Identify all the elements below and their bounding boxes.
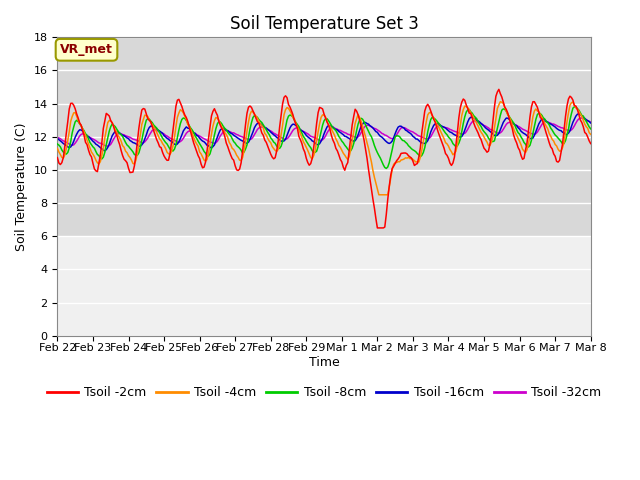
X-axis label: Time: Time — [308, 356, 339, 369]
Title: Soil Temperature Set 3: Soil Temperature Set 3 — [230, 15, 419, 33]
Y-axis label: Soil Temperature (C): Soil Temperature (C) — [15, 122, 28, 251]
Text: VR_met: VR_met — [60, 43, 113, 56]
Bar — [58, 236, 591, 336]
Legend: Tsoil -2cm, Tsoil -4cm, Tsoil -8cm, Tsoil -16cm, Tsoil -32cm: Tsoil -2cm, Tsoil -4cm, Tsoil -8cm, Tsoi… — [42, 381, 606, 404]
